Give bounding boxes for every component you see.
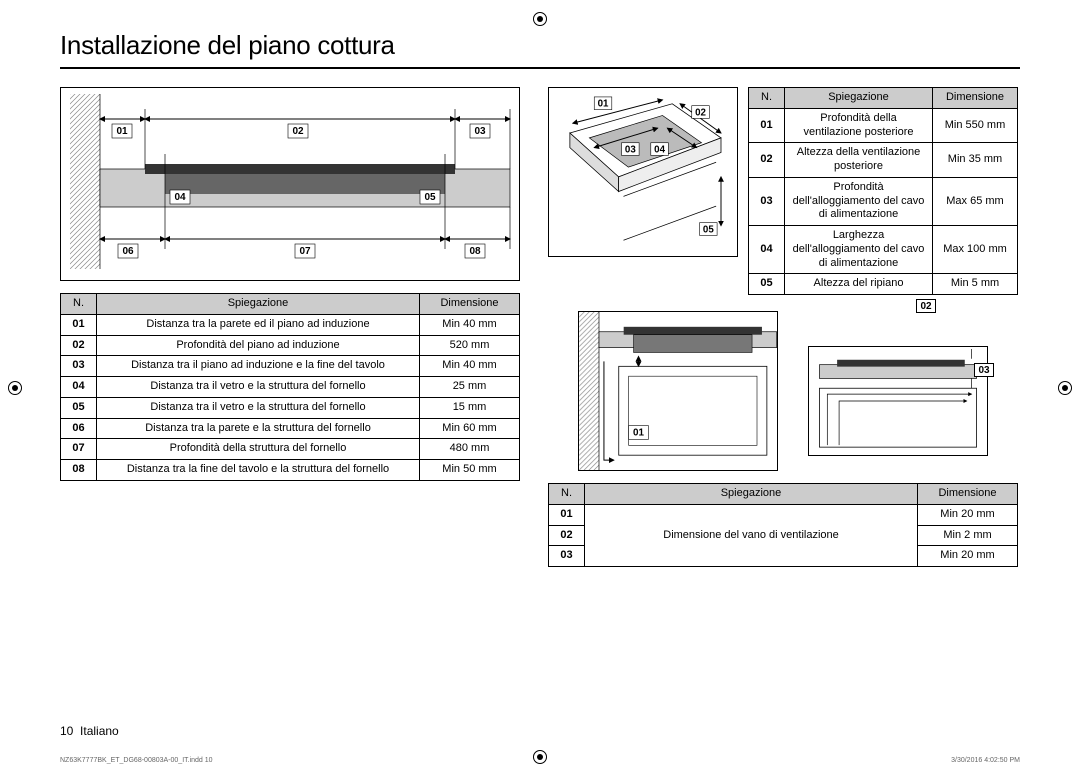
t3-h3: Dimensione [918,484,1018,505]
dia2-lbl-04: 04 [654,145,665,156]
diagram-1: 01 02 03 04 05 06 07 08 [60,87,520,281]
content-columns: 01 02 03 04 05 06 07 08 N. Spiegazione D… [60,87,1020,585]
table-row: 01Profondità della ventilazione posterio… [749,108,1018,143]
dia1-lbl-05: 05 [424,192,436,203]
t3-h2: Spiegazione [585,484,918,505]
t1-h2: Spiegazione [97,294,420,315]
right-column: 01 02 03 04 05 N. Spiegazione Dimensione… [548,87,1018,585]
table-row: 05Altezza del ripianoMin 5 mm [749,274,1018,295]
t2-h3: Dimensione [933,88,1018,109]
t1-h3: Dimensione [420,294,520,315]
dia3-lbl-02: 02 [916,299,936,313]
table-row: 07Profondità della struttura del fornell… [61,439,520,460]
crop-mark-right [1058,381,1072,395]
page-lang: Italiano [80,724,119,738]
table-row: 04Distanza tra il vetro e la struttura d… [61,377,520,398]
meta-file: NZ63K7777BK_ET_DG68-00803A-00_IT.indd 10 [60,757,213,764]
table-row: 02Altezza della ventilazione posterioreM… [749,143,1018,178]
diagram-3a: 01 [578,311,778,471]
t1-h1: N. [61,294,97,315]
page-number: 10 [60,724,73,738]
table-row: 02Profondità del piano ad induzione520 m… [61,335,520,356]
left-column: 01 02 03 04 05 06 07 08 N. Spiegazione D… [60,87,520,585]
diagram-2: 01 02 03 04 05 [548,87,738,257]
dia1-lbl-02: 02 [292,126,304,137]
table-row: 03Profondità dell'alloggiamento del cavo… [749,177,1018,225]
crop-mark-top [533,12,547,26]
t2-h1: N. [749,88,785,109]
crop-mark-left [8,381,22,395]
dia1-lbl-03: 03 [474,126,486,137]
table-row: 01Distanza tra la parete ed il piano ad … [61,314,520,335]
table-row: 06Distanza tra la parete e la struttura … [61,418,520,439]
table-row: 04Larghezza dell'alloggiamento del cavo … [749,226,1018,274]
table-row: 08Distanza tra la fine del tavolo e la s… [61,460,520,481]
dia2-lbl-01: 01 [598,99,609,110]
t2-h2: Spiegazione [785,88,933,109]
meta-date: 3/30/2016 4:02:50 PM [951,757,1020,764]
dia2-lbl-05: 05 [703,224,714,235]
dia3-lbl-03: 03 [974,363,994,377]
dia2-lbl-03: 03 [625,145,636,156]
t3-span: Dimensione del vano di ventilazione [585,504,918,566]
dia1-lbl-04: 04 [174,192,186,203]
table-3: N. Spiegazione Dimensione 01 Dimensione … [548,483,1018,567]
doc-meta: NZ63K7777BK_ET_DG68-00803A-00_IT.indd 10… [60,757,1020,764]
dia1-lbl-07: 07 [299,246,311,257]
page-footer: 10 Italiano [60,724,119,738]
page-title: Installazione del piano cottura [60,30,1020,69]
dia2-lbl-02: 02 [695,107,706,118]
dia1-lbl-08: 08 [469,246,481,257]
table-1: N. Spiegazione Dimensione 01Distanza tra… [60,293,520,481]
t3-h1: N. [549,484,585,505]
diagram-3-group: 01 02 [548,311,1018,471]
dia3-lbl-01: 01 [633,427,644,438]
table-row: 05Distanza tra il vetro e la struttura d… [61,397,520,418]
dia1-lbl-06: 06 [122,246,134,257]
table-2: N. Spiegazione Dimensione 01Profondità d… [748,87,1018,295]
dia1-lbl-01: 01 [116,126,128,137]
table-row: 03Distanza tra il piano ad induzione e l… [61,356,520,377]
table-row: 01 Dimensione del vano di ventilazione M… [549,504,1018,525]
diagram-3b [808,346,988,456]
